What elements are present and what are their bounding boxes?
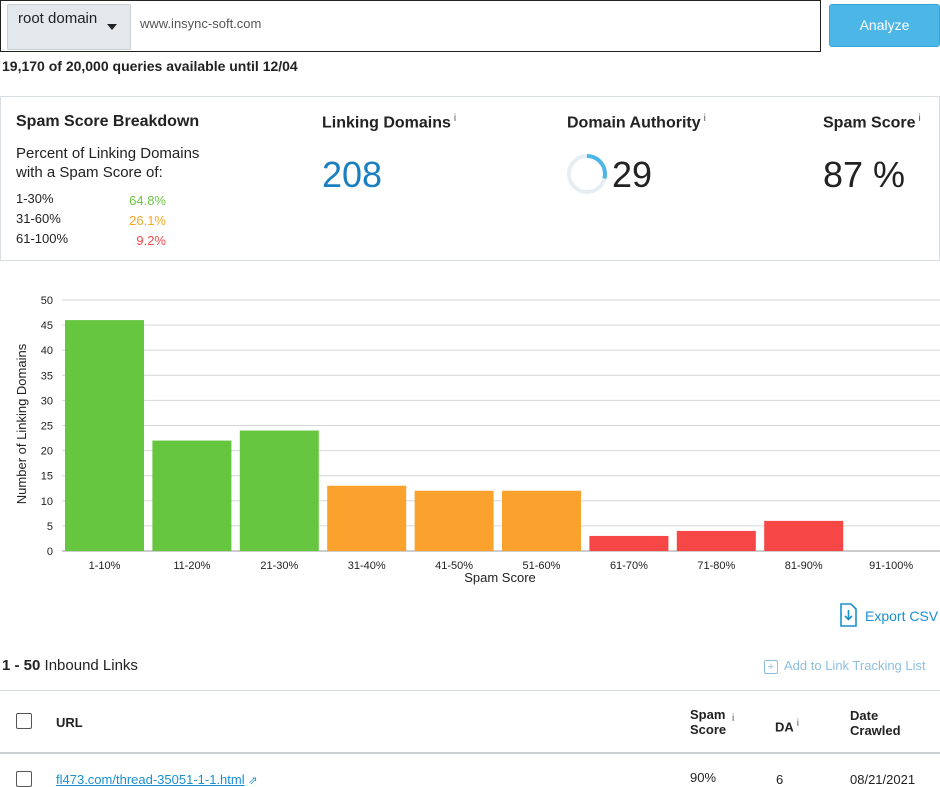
chart-y-tick-label: 5 (47, 521, 53, 533)
table-header (0, 690, 940, 754)
scope-dropdown[interactable]: root domain (7, 4, 131, 50)
caret-down-icon (107, 24, 117, 30)
chart-x-axis-label: Spam Score (464, 570, 536, 585)
download-file-icon (840, 603, 857, 627)
chart-bar[interactable] (414, 490, 494, 551)
results-range: 1 - 50 (2, 657, 41, 674)
info-icon[interactable]: i (732, 713, 735, 724)
chart-x-tick-label: 31-40% (348, 560, 386, 572)
row-checkbox[interactable] (16, 771, 32, 787)
spam-score-title: Spam Score i (823, 113, 921, 132)
chart-bar[interactable] (589, 535, 669, 551)
chart-x-tick-label: 81-90% (785, 560, 823, 572)
results-label: Inbound Links (44, 657, 138, 674)
info-icon[interactable]: i (453, 113, 457, 124)
breakdown-subtitle: Percent of Linking Domains with a Spam S… (16, 145, 200, 181)
linking-domains-value: 208 (322, 154, 383, 195)
chart-y-tick-label: 40 (41, 345, 53, 357)
info-icon[interactable]: i (703, 113, 706, 124)
chart-bar[interactable] (239, 430, 319, 551)
chart-y-tick-label: 30 (41, 395, 53, 407)
info-icon[interactable]: i (918, 113, 921, 124)
range-label: 61-100% (16, 231, 69, 246)
domain-authority-title: Domain Authority i (567, 113, 706, 132)
chart-x-tick-label: 1-10% (89, 560, 121, 572)
scope-dropdown-label: root domain (18, 10, 98, 27)
export-csv-label: Export CSV (865, 608, 939, 624)
da-header-label: DA (775, 719, 794, 735)
column-header-spam-score[interactable]: Spam Score (690, 707, 736, 737)
domain-authority-ring-icon (567, 154, 607, 194)
chart-y-axis-label: Number of Linking Domains (14, 343, 29, 504)
chart-y-tick-label: 50 (41, 295, 53, 307)
spam-score-chart: 0 5 10 15 20 25 30 35 40 45 50 1-10% 11-20% 21-30% 31… (14, 295, 940, 585)
chart-x-tick-label: 21-30% (260, 560, 298, 572)
chart-y-tick-label: 10 (41, 496, 53, 508)
table-row (0, 756, 940, 781)
info-icon[interactable]: i (796, 718, 800, 729)
url-input[interactable] (140, 10, 810, 36)
linking-domains-label: Linking Domains (322, 114, 451, 132)
row-url[interactable]: fl473.com/thread-35051-1-1.html ⇗ (56, 772, 257, 787)
row-spam-score: 90% (690, 770, 717, 785)
chart-x-tick-label: 41-50% (435, 560, 473, 572)
chart-y-tick-label: 35 (41, 370, 53, 382)
column-header-date-crawled[interactable]: Date Crawled (850, 708, 901, 738)
chart-x-tick-label: 51-60% (523, 560, 561, 572)
chart-x-tick-label: 11-20% (173, 560, 210, 572)
plus-icon: + (764, 660, 778, 674)
range-value: 9.2% (136, 233, 166, 248)
chart-bar[interactable] (152, 440, 232, 551)
range-value: 26.1% (129, 213, 166, 228)
spam-score-value: 87 % (823, 154, 906, 195)
external-link-icon[interactable]: ⇗ (248, 775, 258, 787)
chart-bar[interactable] (327, 485, 407, 551)
row-da: 6 (776, 772, 784, 787)
chart-x-tick-label: 61-70% (610, 560, 648, 572)
row-url-link[interactable]: fl473.com/thread-35051-1-1.html (56, 772, 245, 787)
analyze-button[interactable]: Analyze (829, 4, 940, 47)
add-to-tracking-label: Add to Link Tracking List (784, 658, 926, 673)
quota-text: 19,170 of 20,000 queries available until… (2, 58, 298, 74)
chart-x-tick-label: 71-80% (697, 560, 735, 572)
chart-y-tick-label: 45 (41, 320, 53, 332)
chart-y-tick-label: 25 (41, 421, 53, 433)
chart-x-tick-label: 91-100% (869, 560, 913, 572)
chart-y-tick-label: 0 (47, 546, 53, 558)
range-label: 1-30% (16, 191, 54, 206)
chart-y-tick-label: 20 (41, 446, 53, 458)
column-header-da[interactable]: DA i (775, 716, 799, 734)
results-count: 1 - 50 Inbound Links (2, 657, 138, 674)
domain-authority-label: Domain Authority (567, 114, 701, 132)
range-label: 31-60% (16, 211, 61, 226)
chart-bar[interactable] (676, 530, 756, 551)
spam-score-header-label: Spam Score (690, 707, 727, 737)
column-header-url[interactable]: URL (56, 715, 83, 730)
chart-bar[interactable] (65, 320, 144, 551)
chart-y-tick-label: 15 (41, 471, 53, 483)
row-date: 08/21/2021 (850, 772, 916, 787)
add-to-tracking-button[interactable]: + Add to Link Tracking List (764, 658, 926, 674)
range-value: 64.8% (129, 193, 166, 208)
linking-domains-title: Linking Domains i (322, 113, 456, 132)
chart-bar[interactable] (764, 520, 844, 551)
select-all-checkbox[interactable] (16, 713, 32, 729)
domain-authority-value: 29 (612, 154, 653, 195)
spam-score-label: Spam Score (823, 114, 916, 132)
breakdown-title: Spam Score Breakdown (16, 113, 200, 130)
chart-bar[interactable] (502, 490, 581, 551)
